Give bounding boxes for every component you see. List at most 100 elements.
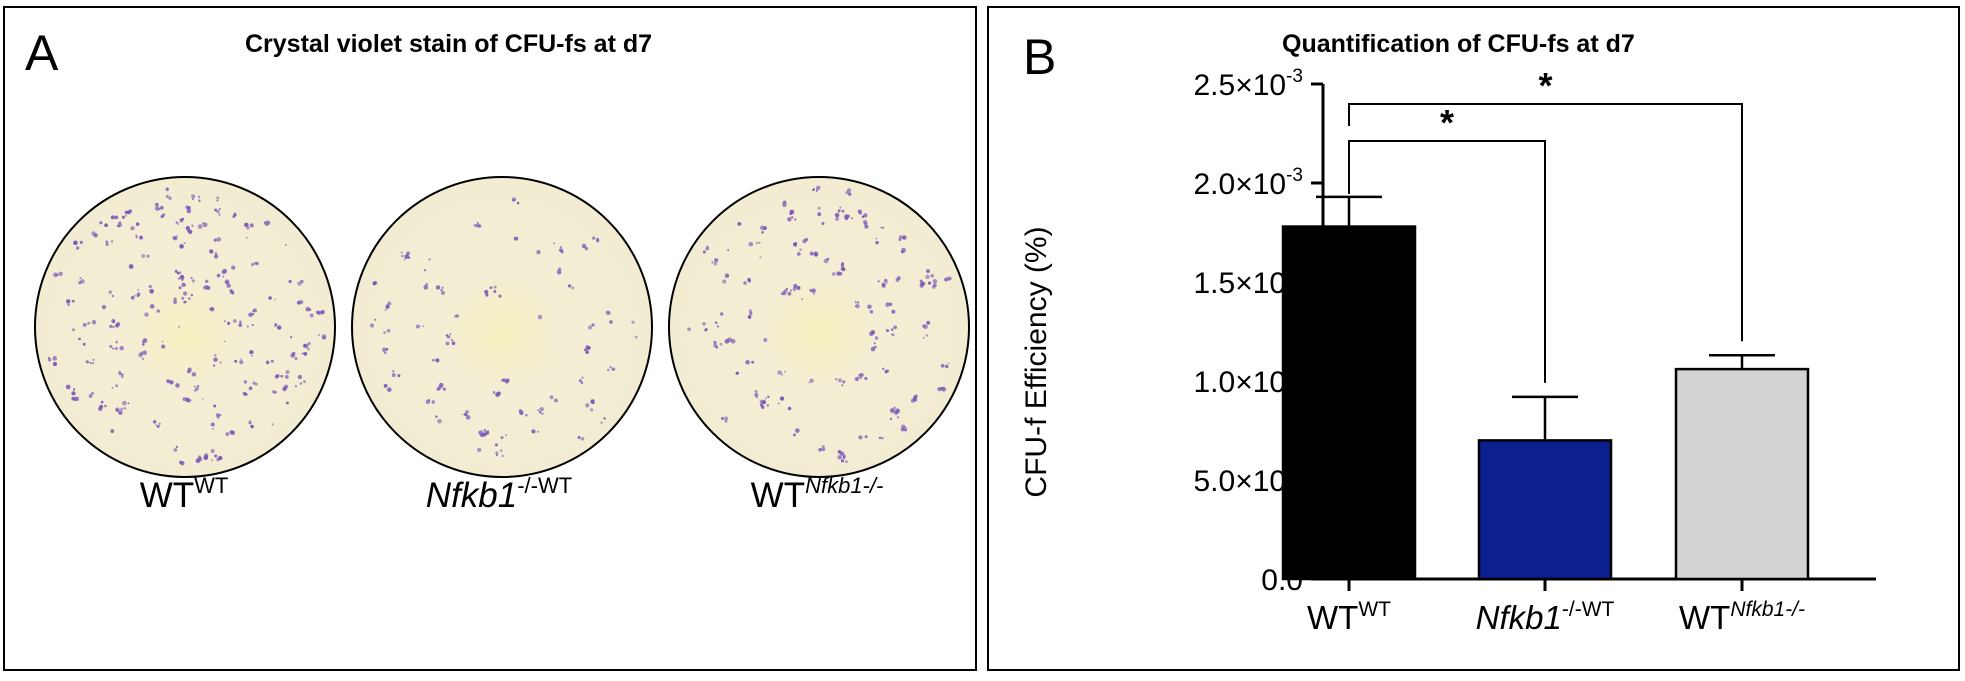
colony-spot <box>504 379 510 384</box>
colony-spot <box>587 325 593 330</box>
colony-spot <box>369 323 375 328</box>
colony-spot <box>856 301 860 304</box>
colony-spot <box>270 359 274 363</box>
colony-spot <box>925 274 930 280</box>
colony-spot <box>713 262 717 266</box>
colony-spot <box>789 209 795 215</box>
colony-spot <box>553 242 555 245</box>
panel-a: A Crystal violet stain of CFU-fs at d7 W… <box>3 6 977 671</box>
colony-spot <box>870 346 876 352</box>
colony-spot <box>759 399 765 405</box>
colony-spot <box>181 282 186 288</box>
colony-spot <box>252 381 256 385</box>
colony-spot <box>817 212 822 217</box>
colony-spot <box>248 420 252 425</box>
colony-spot <box>112 347 115 350</box>
colony-spot <box>99 221 103 225</box>
colony-spot <box>831 272 836 276</box>
colony-spot <box>115 340 119 344</box>
colony-spot <box>932 283 937 288</box>
colony-spot <box>120 407 124 411</box>
colony-spot <box>854 301 857 304</box>
colony-spot <box>173 236 178 241</box>
colony-spot <box>190 276 193 280</box>
colony-spot <box>885 329 890 333</box>
colony-spot <box>869 309 874 314</box>
colony-spot <box>730 338 736 344</box>
colony-spot <box>581 376 584 379</box>
colony-spot <box>581 243 587 248</box>
colony-spot <box>841 209 845 213</box>
colony-spot <box>56 274 59 277</box>
colony-spot <box>802 239 807 244</box>
colony-spot <box>105 242 109 246</box>
colony-spot <box>737 222 742 226</box>
colony-spot <box>781 373 784 376</box>
colony-spot <box>373 280 377 285</box>
colony-spot <box>406 251 410 256</box>
colony-spot <box>191 279 196 283</box>
colony-spot <box>727 337 732 343</box>
colony-spot <box>121 375 124 379</box>
colony-spot <box>183 291 188 296</box>
dish-label-nfkb1-wt: Nfkb1-/-WT <box>425 473 573 515</box>
colony-spot <box>384 309 387 311</box>
colony-spot <box>297 374 303 380</box>
colony-spot <box>501 455 504 457</box>
colony-spot <box>724 273 730 278</box>
colony-spot <box>901 424 906 429</box>
colony-spot <box>795 241 798 244</box>
colony-spot <box>801 298 804 301</box>
colony-spot <box>885 282 888 284</box>
colony-spot <box>445 341 450 346</box>
colony-spot <box>175 445 179 449</box>
colony-spot <box>812 188 815 192</box>
colony-spot <box>142 338 148 343</box>
colony-spot <box>404 254 409 259</box>
colony-spot <box>580 437 585 441</box>
colony-spot <box>596 239 600 243</box>
colony-spot <box>780 396 784 401</box>
colony-spot <box>239 322 242 325</box>
colony-spot <box>536 430 540 433</box>
colony-spot <box>195 387 199 391</box>
colony-spot <box>318 334 320 336</box>
colony-spot <box>387 387 392 392</box>
colony-spot <box>719 342 723 346</box>
colony-spot <box>214 354 217 357</box>
colony-spot <box>249 223 254 228</box>
colony-spot <box>288 279 292 284</box>
colony-spot <box>67 303 70 307</box>
colony-spot <box>82 323 87 327</box>
colony-spot <box>191 198 194 201</box>
colony-spot <box>238 323 243 328</box>
colony-spot <box>284 243 287 246</box>
colony-spot <box>188 297 191 300</box>
significance-bracket <box>1348 103 1743 342</box>
colony-spot <box>485 431 490 435</box>
colony-spot <box>152 420 157 424</box>
colony-spot <box>176 272 180 275</box>
colony-spot <box>793 283 798 289</box>
colony-spot <box>251 323 254 326</box>
colony-spot <box>403 258 406 261</box>
colony-spot <box>176 235 178 237</box>
colony-spot <box>75 397 77 399</box>
colony-spot <box>794 218 797 221</box>
colony-spot <box>317 311 322 316</box>
colony-spot <box>810 252 814 255</box>
colony-spot <box>121 215 126 219</box>
colony-spot <box>687 327 691 332</box>
colony-spot <box>146 254 150 258</box>
colony-spot <box>606 368 610 372</box>
colony-spot <box>716 325 719 328</box>
colony-spot <box>423 269 427 272</box>
colony-spot <box>250 354 253 357</box>
colony-spot <box>204 279 209 284</box>
colony-spot <box>169 380 174 385</box>
colony-spot <box>889 417 893 420</box>
colony-spot <box>875 336 878 339</box>
colony-spot <box>605 310 610 315</box>
colony-spot <box>242 391 247 396</box>
colony-spot <box>233 212 237 215</box>
